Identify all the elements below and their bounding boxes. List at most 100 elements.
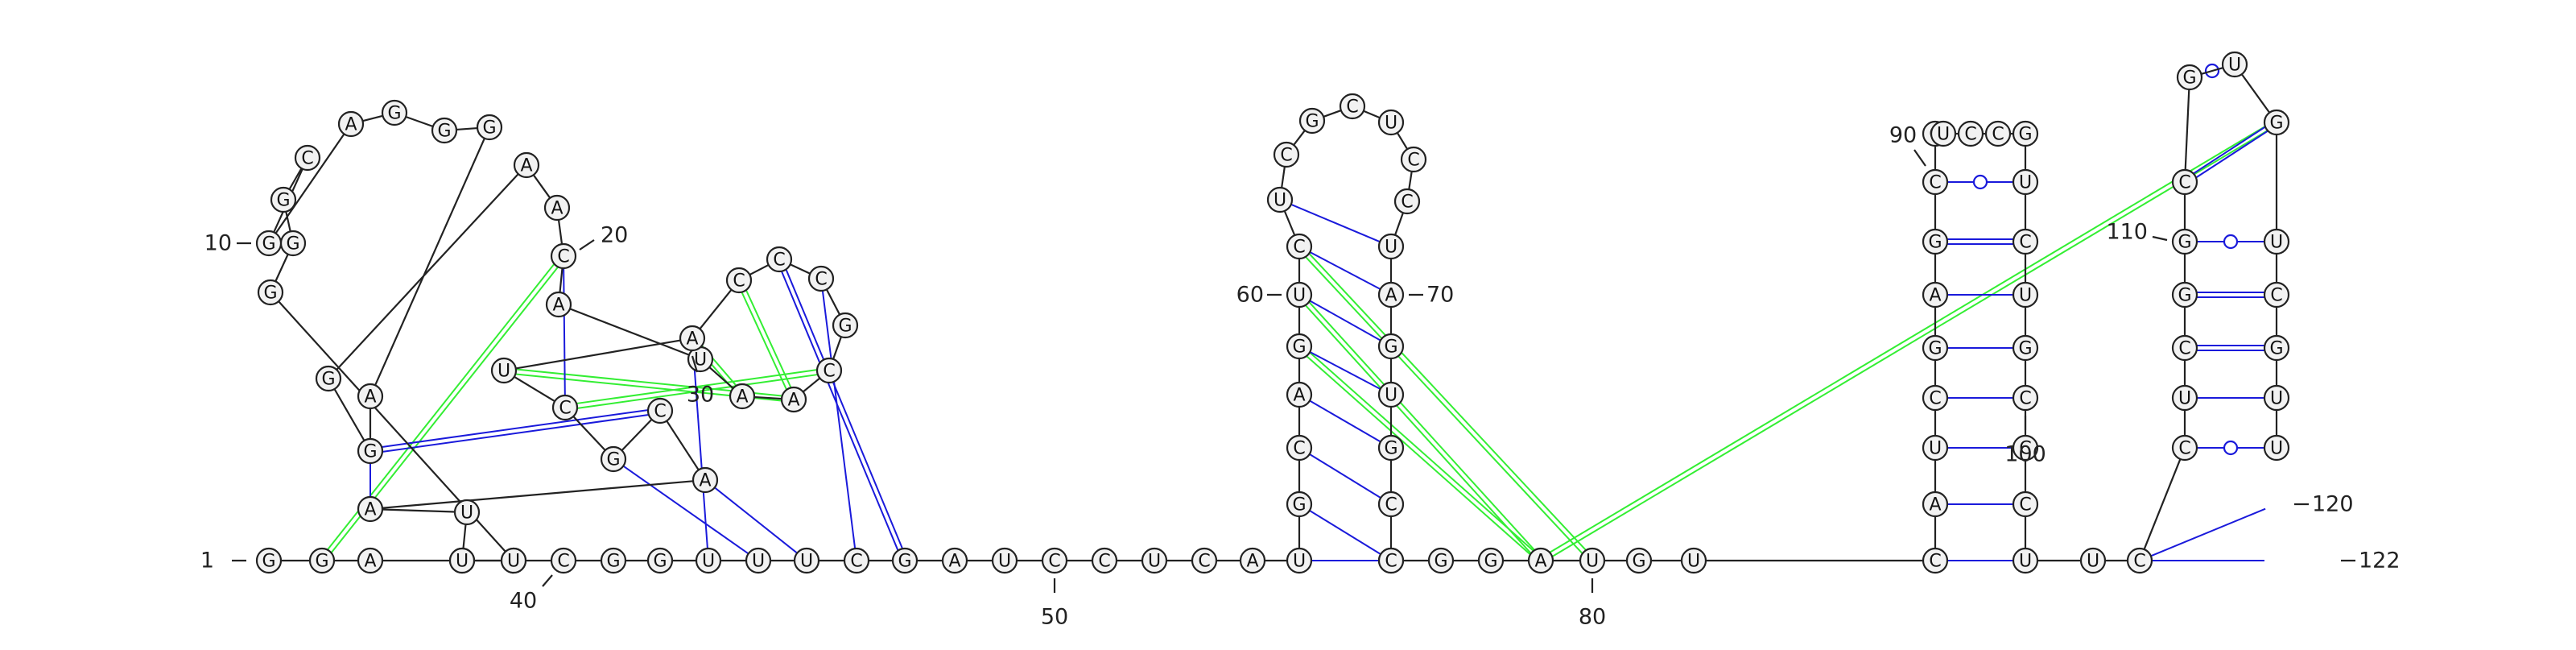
nucleotide-68: C bbox=[1393, 188, 1421, 215]
nucleotide-letter: G bbox=[2018, 339, 2032, 359]
number-tick bbox=[542, 574, 553, 587]
nucleotide-circle bbox=[891, 547, 919, 574]
nucleotide-28: C bbox=[766, 246, 793, 273]
nucleotide-letter: A bbox=[736, 387, 748, 408]
nucleotide-circle bbox=[294, 144, 321, 172]
backbone-segment bbox=[2184, 89, 2190, 171]
nucleotide-letter: U bbox=[1937, 125, 1950, 145]
nucleotide-letter: G bbox=[2182, 68, 2196, 89]
nucleotide-76: C bbox=[1377, 547, 1405, 574]
nucleotide-letter: C bbox=[1407, 151, 1419, 171]
backbone-segment bbox=[362, 114, 383, 122]
nucleotide-circle bbox=[1957, 120, 1984, 147]
nucleotide-99: G bbox=[2012, 334, 2039, 362]
nucleotide-52: U bbox=[1141, 547, 1168, 574]
nucleotide-83: C bbox=[1922, 547, 1949, 574]
nucleotide-50: C bbox=[1041, 547, 1068, 574]
nucleotide-circle bbox=[1527, 547, 1554, 574]
base-pair-line bbox=[821, 290, 857, 549]
nucleotide-letter: U bbox=[2019, 552, 2032, 572]
backbone-segment bbox=[666, 420, 700, 471]
nucleotide-73: G bbox=[1377, 434, 1405, 462]
nucleotide-circle bbox=[691, 466, 719, 494]
nucleotide-circle bbox=[357, 547, 384, 574]
nucleotide-letter: C bbox=[1198, 552, 1210, 572]
nucleotide-circle bbox=[646, 547, 674, 574]
nucleotide-117: G bbox=[2263, 334, 2290, 362]
nucleotide-7: G bbox=[279, 230, 307, 257]
base-pair-line bbox=[2195, 130, 2268, 179]
nucleotide-17: G bbox=[315, 365, 342, 392]
base-pair-line bbox=[781, 271, 899, 551]
nucleotide-letter: G bbox=[1484, 552, 1497, 572]
nucleotide-56: G bbox=[1286, 491, 1313, 518]
nucleotide-31: U bbox=[490, 357, 518, 384]
base-pair-line bbox=[1309, 400, 1381, 443]
nucleotide-13: G bbox=[431, 117, 458, 144]
nucleotide-circle bbox=[2263, 281, 2290, 308]
nucleotide-circle bbox=[2263, 228, 2290, 255]
nucleotide-letter: G bbox=[286, 234, 299, 255]
nucleotide-letter: C bbox=[815, 270, 827, 290]
nucleotide-letter: U bbox=[2270, 233, 2283, 253]
nucleotide-16: G bbox=[357, 437, 384, 465]
nucleotide-circle bbox=[550, 242, 577, 270]
tertiary-interaction-line bbox=[1306, 355, 1531, 556]
nucleotide-circle bbox=[1377, 233, 1405, 260]
nucleotide-letter: C bbox=[1346, 97, 1358, 118]
nucleotide-63: C bbox=[1273, 141, 1300, 168]
nucleotide-letter: G bbox=[1434, 552, 1447, 572]
nucleotide-circle bbox=[991, 547, 1018, 574]
nucleotide-letter: A bbox=[364, 500, 376, 520]
tertiary-interaction-line bbox=[576, 369, 817, 404]
nucleotide-9: C bbox=[294, 144, 321, 172]
nucleotide-circle bbox=[1377, 281, 1405, 308]
nucleotide-circle bbox=[1377, 547, 1405, 574]
nucleotide-101: C bbox=[2012, 434, 2039, 462]
nucleotide-55: U bbox=[1286, 547, 1313, 574]
nucleotide-38: U bbox=[448, 547, 476, 574]
nucleotide-letter: G bbox=[898, 552, 911, 572]
backbone-segment bbox=[557, 219, 564, 245]
nucleotide-letter: A bbox=[1293, 386, 1305, 406]
nucleotide-letter: G bbox=[1305, 112, 1319, 132]
nucleotide-letter: G bbox=[276, 191, 290, 211]
nucleotide-circle bbox=[1377, 333, 1405, 360]
nucleotide-45: U bbox=[793, 547, 820, 574]
nucleotide-letter: G bbox=[2269, 339, 2283, 359]
nucleotide-circle bbox=[941, 547, 968, 574]
nucleotide-letter: G bbox=[1928, 233, 1942, 253]
nucleotide-90: C bbox=[1922, 168, 1949, 196]
position-number-122: 122 bbox=[2359, 549, 2401, 573]
nucleotide-circle bbox=[2263, 384, 2290, 412]
nucleotide-letter: A bbox=[520, 156, 532, 176]
nucleotide-letter: C bbox=[557, 247, 569, 267]
nucleotide-circle bbox=[695, 547, 722, 574]
nucleotide-letter: C bbox=[1280, 146, 1292, 166]
nucleotide-letter: C bbox=[1929, 552, 1941, 572]
nucleotide-letter: U bbox=[456, 552, 469, 572]
nucleotide-circle bbox=[2176, 64, 2203, 91]
nucleotide-107: U bbox=[2171, 384, 2198, 412]
position-number-90: 90 bbox=[1889, 123, 1917, 148]
nucleotide-circle bbox=[1273, 141, 1300, 168]
nucleotide-circle bbox=[2171, 434, 2198, 462]
nucleotide-letter: A bbox=[364, 552, 376, 572]
nucleotide-circle bbox=[448, 547, 476, 574]
backbone-segment bbox=[1408, 171, 1413, 190]
nucleotide-letter: C bbox=[2019, 233, 2031, 253]
tertiary-interaction-line bbox=[741, 292, 787, 391]
backbone-segment bbox=[1394, 212, 1404, 236]
nucleotide-1: G bbox=[255, 547, 283, 574]
nucleotide-86: C bbox=[1922, 384, 1949, 412]
nucleotide-circle bbox=[2263, 334, 2290, 362]
nucleotide-letter: C bbox=[2270, 286, 2282, 306]
backbone-segment bbox=[832, 336, 842, 360]
position-number-30: 30 bbox=[687, 383, 714, 408]
position-number-40: 40 bbox=[510, 589, 537, 614]
nucleotide-30: A bbox=[679, 325, 706, 352]
nucleotide-circle bbox=[2171, 168, 2198, 196]
nucleotide-circle bbox=[1922, 547, 1949, 574]
